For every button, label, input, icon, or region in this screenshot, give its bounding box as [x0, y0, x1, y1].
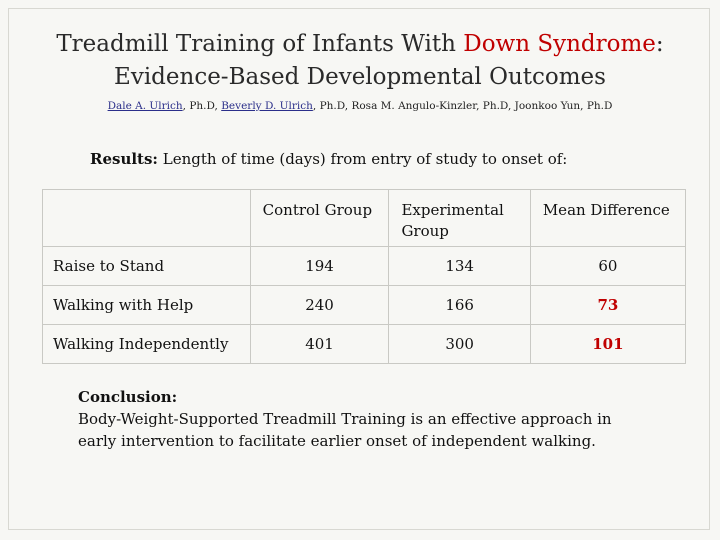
row-label: Walking Independently	[42, 324, 251, 364]
experimental-value: 300	[388, 324, 531, 364]
title-accent: Down Syndrome	[463, 31, 656, 57]
table-row: Raise to Stand 194 134 60	[42, 246, 687, 286]
author-sep-1: , Ph.D,	[182, 100, 222, 112]
title-line-1: Treadmill Training of Infants With Down …	[0, 28, 720, 61]
title-colon: :	[655, 31, 664, 57]
conclusion-line-1: Body-Weight-Supported Treadmill Training…	[78, 410, 612, 428]
row-label: Walking with Help	[42, 285, 251, 325]
author-link-beverly-ulrich[interactable]: Beverly D. Ulrich	[221, 100, 313, 112]
author-link-dale-ulrich[interactable]: Dale A. Ulrich	[107, 100, 183, 112]
experimental-value: 166	[388, 285, 531, 325]
difference-value-highlight: 101	[529, 324, 687, 364]
control-value: 240	[249, 285, 390, 325]
title-line-1-text: Treadmill Training of Infants With	[56, 31, 464, 57]
slide-title: Treadmill Training of Infants With Down …	[0, 28, 720, 94]
header-cell-control: Control Group	[249, 189, 390, 247]
title-line-2: Evidence-Based Developmental Outcomes	[114, 64, 606, 90]
experimental-value: 134	[388, 246, 531, 286]
table-row: Walking Independently 401 300 101	[42, 324, 687, 364]
conclusion-heading: Conclusion:	[78, 388, 178, 406]
difference-value-highlight: 73	[529, 285, 687, 325]
header-experimental-label: Experimental Group	[401, 201, 504, 240]
conclusion-line-2: early intervention to facilitate earlier…	[78, 432, 596, 450]
header-control-label: Control Group	[262, 201, 373, 219]
results-caption: Results: Length of time (days) from entr…	[90, 150, 567, 168]
author-list: Dale A. Ulrich, Ph.D, Beverly D. Ulrich,…	[0, 100, 720, 112]
results-label: Results:	[90, 150, 158, 168]
control-value: 401	[249, 324, 390, 364]
results-table: Control Group Experimental Group Mean Di…	[42, 189, 687, 364]
slide-frame	[8, 8, 710, 530]
header-difference-label: Mean Difference	[542, 201, 670, 219]
author-rest: , Ph.D, Rosa M. Angulo-Kinzler, Ph.D, Jo…	[312, 100, 613, 112]
table-header-row: Control Group Experimental Group Mean Di…	[42, 189, 687, 247]
conclusion-block: Conclusion: Body-Weight-Supported Treadm…	[78, 386, 678, 452]
results-text: Length of time (days) from entry of stud…	[157, 150, 568, 168]
control-value: 194	[249, 246, 390, 286]
header-cell-experimental: Experimental Group	[388, 189, 531, 247]
table-row: Walking with Help 240 166 73	[42, 285, 687, 325]
difference-value: 60	[529, 246, 687, 286]
header-cell-empty	[42, 189, 251, 247]
row-label: Raise to Stand	[42, 246, 251, 286]
header-cell-difference: Mean Difference	[529, 189, 687, 247]
